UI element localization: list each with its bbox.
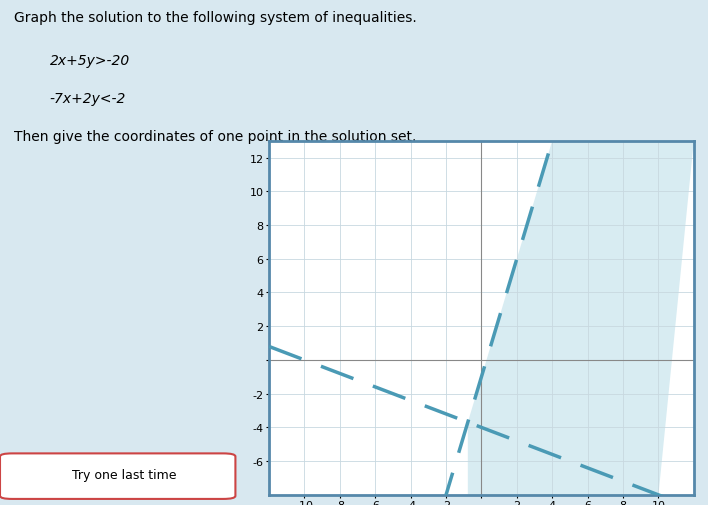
Polygon shape [468,141,694,495]
Text: -7x+2y<-2: -7x+2y<-2 [50,92,126,106]
Text: Then give the coordinates of one point in the solution set.: Then give the coordinates of one point i… [14,130,416,144]
FancyBboxPatch shape [0,453,235,499]
Text: Try one last time: Try one last time [72,468,176,481]
Text: Graph the solution to the following system of inequalities.: Graph the solution to the following syst… [14,11,417,25]
Text: 2x+5y>-20: 2x+5y>-20 [50,54,130,68]
